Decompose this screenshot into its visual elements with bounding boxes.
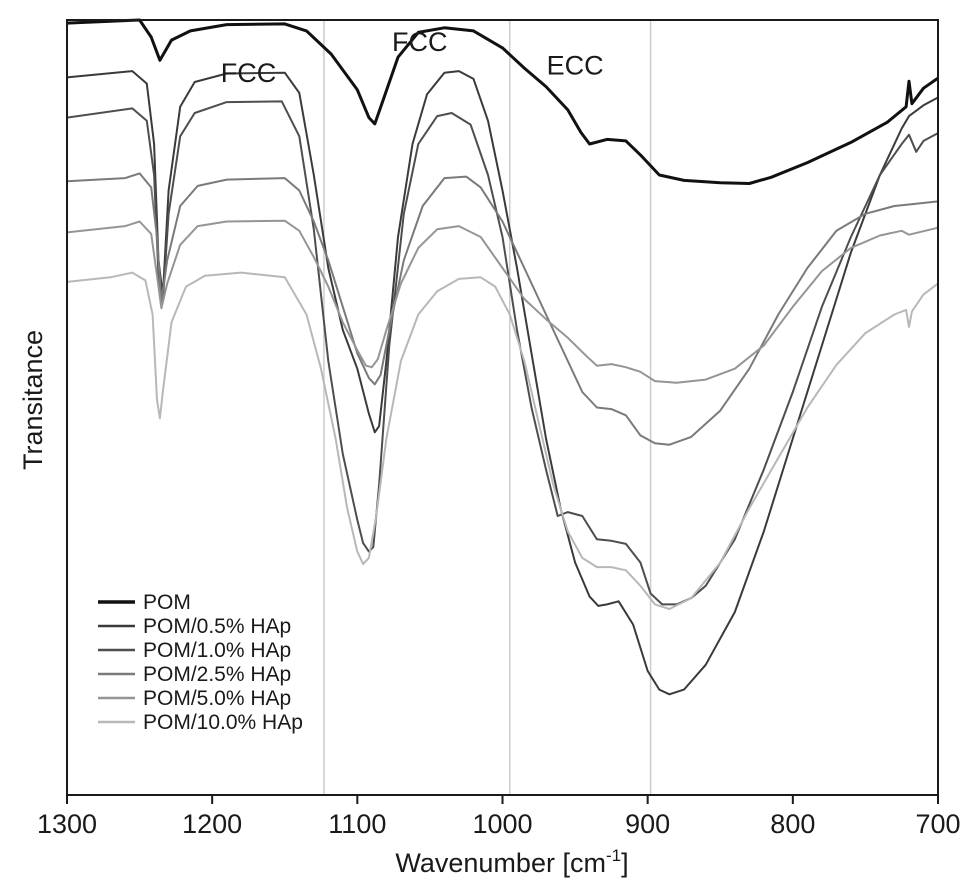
x-tick-label-5: 800 <box>770 809 815 839</box>
series-line-0 <box>66 18 939 185</box>
legend-label-4: POM/5.0% HAp <box>143 687 291 710</box>
x-tick-label-4: 900 <box>625 809 670 839</box>
legend-label-2: POM/1.0% HAp <box>143 639 291 662</box>
y-axis-title: Transitance <box>18 330 48 470</box>
x-axis-title-main: Wavenumber [cm <box>395 848 606 878</box>
annotation-label-1: FCC <box>392 27 448 57</box>
annotations: FCC FCC ECC <box>221 27 604 88</box>
series-line-5 <box>66 271 939 610</box>
series-line-2 <box>66 100 939 606</box>
legend-label-1: POM/0.5% HAp <box>143 615 291 638</box>
x-tick-label-1: 1200 <box>182 809 242 839</box>
x-axis-title-end: ] <box>621 848 629 878</box>
legend-label-3: POM/2.5% HAp <box>143 663 291 686</box>
series-layer <box>66 18 939 696</box>
x-axis-title: Wavenumber [cm-1] <box>395 846 628 878</box>
reference-lines <box>323 21 652 794</box>
annotation-label-0: FCC <box>221 58 277 88</box>
series-line-3 <box>66 172 939 446</box>
x-tick-label-3: 1000 <box>472 809 532 839</box>
series-line-1 <box>66 70 939 696</box>
annotation-label-2: ECC <box>547 50 604 80</box>
x-tick-label-0: 1300 <box>37 809 97 839</box>
x-axis-ticks: 1300 1200 1100 1000 900 800 700 <box>37 795 960 839</box>
series-line-4 <box>66 219 939 384</box>
legend-label-0: POM <box>143 591 191 614</box>
legend-label-5: POM/10.0% HAp <box>143 711 303 734</box>
x-tick-label-2: 1100 <box>328 809 386 839</box>
x-tick-label-6: 700 <box>915 809 960 839</box>
x-axis-title-sup: -1 <box>606 846 621 865</box>
